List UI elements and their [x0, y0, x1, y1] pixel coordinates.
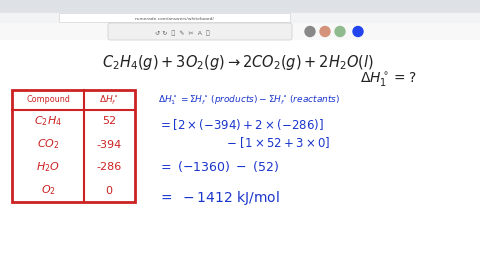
Bar	[12, 90, 135, 202]
Text: $=\ (-1360)\ -\ (52)$: $=\ (-1360)\ -\ (52)$	[158, 159, 279, 174]
Bar	[0, 23, 480, 40]
Text: $C_2H_4(g) + 3O_2(g) \rightarrow 2CO_2(g) + 2H_2O(l)$: $C_2H_4(g) + 3O_2(g) \rightarrow 2CO_2(g…	[102, 52, 374, 71]
Text: -394: -394	[96, 140, 121, 149]
Text: $\Delta H_1^\circ = ?$: $\Delta H_1^\circ = ?$	[360, 71, 417, 89]
Text: 0: 0	[106, 186, 112, 196]
Text: $\Delta H^\circ_1 = \Sigma H^\circ_f\,(products) - \Sigma H^\circ_f\,(reactants): $\Delta H^\circ_1 = \Sigma H^\circ_f\,(p…	[158, 93, 340, 107]
Text: ↺ ↻  ⌗  ✎  ✂  A  ⬛: ↺ ↻ ⌗ ✎ ✂ A ⬛	[155, 31, 210, 36]
Text: $-\ [1\times52 + 3\times0]$: $-\ [1\times52 + 3\times0]$	[226, 135, 331, 150]
Bar	[0, 40, 480, 258]
Circle shape	[305, 27, 315, 36]
Text: $H_2O$: $H_2O$	[36, 160, 60, 174]
Circle shape	[320, 27, 330, 36]
Text: $= [2 \times (-394) + 2 \times (-286)]$: $= [2 \times (-394) + 2 \times (-286)]$	[158, 117, 324, 133]
Text: numerade.com/answers/whiteboard/: numerade.com/answers/whiteboard/	[135, 17, 215, 20]
Text: $\Delta H^\circ_f$: $\Delta H^\circ_f$	[99, 93, 119, 107]
FancyBboxPatch shape	[108, 23, 292, 40]
Text: $=\ -1412\ \mathrm{kJ/mol}$: $=\ -1412\ \mathrm{kJ/mol}$	[158, 189, 280, 207]
Circle shape	[353, 27, 363, 36]
Text: $C_2H_4$: $C_2H_4$	[34, 115, 62, 128]
Text: -286: -286	[96, 163, 121, 173]
Text: $O_2$: $O_2$	[40, 184, 56, 197]
Text: 52: 52	[102, 117, 116, 126]
Text: Compound: Compound	[26, 95, 70, 104]
Text: $CO_2$: $CO_2$	[36, 138, 60, 151]
FancyBboxPatch shape	[60, 13, 290, 22]
Bar	[0, 13, 480, 23]
Circle shape	[335, 27, 345, 36]
Bar	[0, 0, 480, 13]
